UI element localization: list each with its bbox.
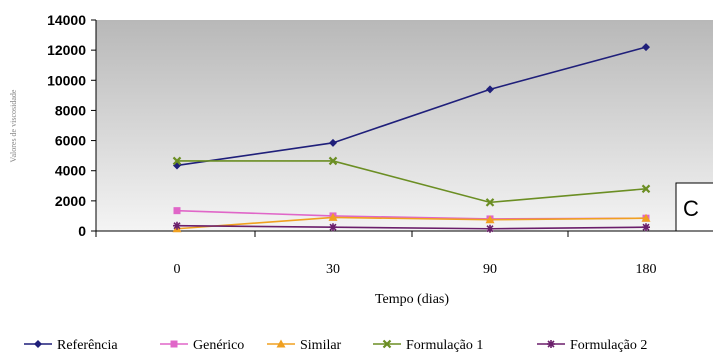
- legend-label: Formulação 1: [406, 338, 483, 353]
- series-line-4: [176, 224, 647, 230]
- y-tick-label: 6000: [55, 133, 86, 149]
- legend-item: Referência: [24, 338, 118, 353]
- plot-area: [96, 20, 713, 231]
- data-point: [172, 156, 182, 166]
- y-axis-title: Valores de viscosidade: [9, 89, 18, 162]
- y-tick-label: 12000: [47, 42, 86, 58]
- x-axis: 0 30 90 180: [95, 230, 713, 277]
- y-tick-label: 8000: [55, 102, 86, 118]
- legend-marker: [170, 340, 178, 348]
- y-tick-label: 14000: [47, 12, 86, 28]
- data-point: [641, 213, 651, 222]
- legend-item: Formulação 1: [373, 338, 483, 353]
- series-line-2: [176, 216, 647, 230]
- y-tick-label: 4000: [55, 163, 86, 179]
- y-tick-label: 10000: [47, 72, 86, 88]
- legend-item: Similar: [267, 338, 342, 353]
- legend-label: Referência: [57, 338, 118, 353]
- data-point: [328, 156, 338, 166]
- legend-marker: [382, 339, 392, 349]
- data-point: [486, 224, 494, 233]
- series-line-3: [177, 160, 647, 204]
- x-tick-label: 180: [636, 262, 657, 277]
- y-tick-label: 2000: [55, 193, 86, 209]
- data-point: [329, 138, 337, 147]
- y-axis: 0 2000 4000 6000 8000 10000 12000 14000: [47, 12, 97, 239]
- legend: Referência Genérico Similar Formulação 1 For…: [24, 338, 647, 353]
- x-tick-label: 30: [326, 262, 340, 277]
- y-tick-label: 0: [78, 223, 86, 239]
- legend-item: Genérico: [160, 338, 244, 353]
- data-point: [486, 85, 494, 94]
- legend-marker: [547, 340, 555, 348]
- x-axis-title: Tempo (dias): [375, 292, 449, 307]
- legend-marker: [34, 340, 42, 348]
- legend-label: Similar: [300, 338, 342, 353]
- data-point: [642, 43, 650, 52]
- data-point: [173, 207, 181, 215]
- x-tick-label: 90: [483, 262, 497, 277]
- legend-marker: [276, 339, 286, 348]
- data-point: [642, 223, 650, 232]
- corner-box-text: C: [683, 196, 699, 221]
- legend-label: Genérico: [193, 338, 244, 353]
- corner-box: C: [675, 182, 713, 232]
- legend-label: Formulação 2: [570, 338, 647, 353]
- data-point: [641, 184, 651, 194]
- data-point: [485, 198, 495, 207]
- x-tick-label: 0: [174, 262, 181, 277]
- data-point: [173, 221, 181, 230]
- legend-item: Formulação 2: [537, 338, 647, 353]
- data-point: [329, 223, 337, 232]
- series-layer: [172, 43, 651, 233]
- data-point: [328, 212, 338, 221]
- series-line-0: [176, 46, 647, 167]
- data-point: [485, 215, 495, 224]
